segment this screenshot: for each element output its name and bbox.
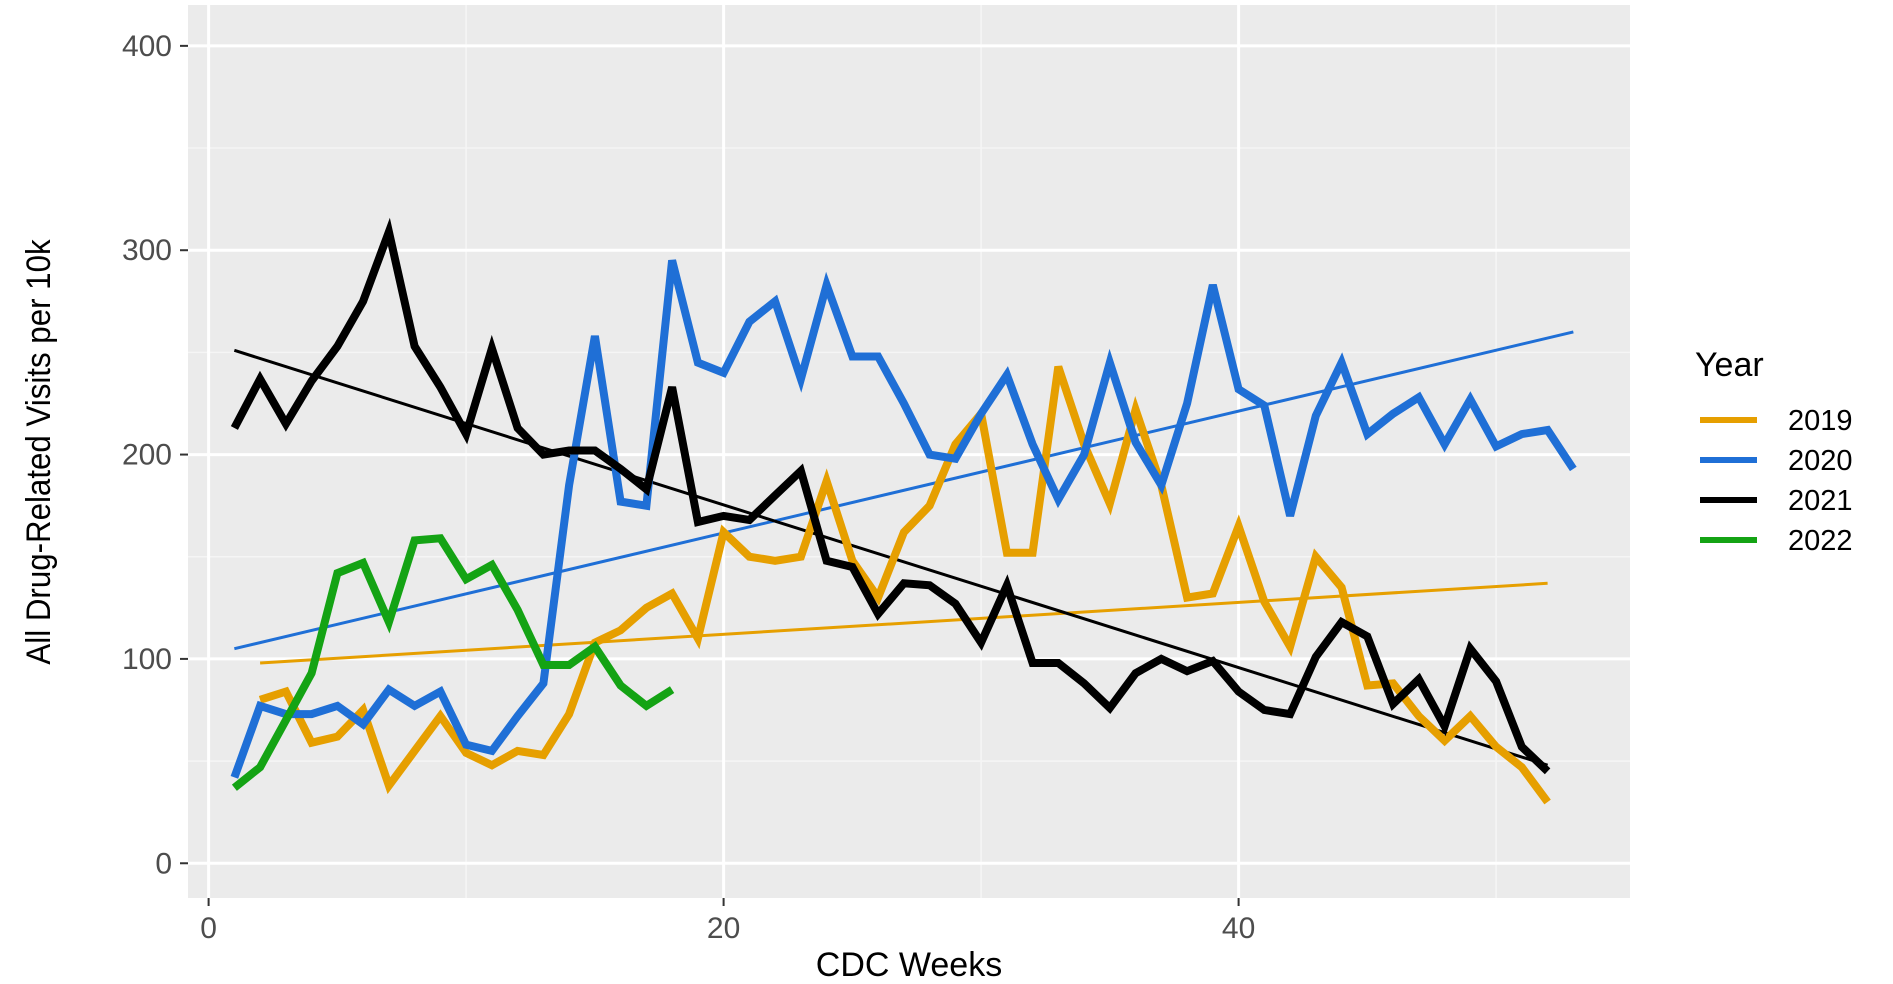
legend-label-2020: 2020	[1788, 445, 1853, 477]
x-tick-label: 40	[1222, 912, 1255, 945]
axes: 0 100 200 300 400 0 20 40	[122, 30, 1255, 945]
plot-panel	[188, 5, 1630, 898]
series-line-2020	[230, 259, 1577, 779]
y-tick-label: 400	[122, 30, 172, 63]
y-axis-title: All Drug-Related Visits per 10k	[19, 239, 58, 665]
y-tick-label: 200	[122, 439, 172, 472]
legend-label-2019: 2019	[1788, 405, 1853, 437]
legend-label-2021: 2021	[1788, 485, 1853, 517]
x-axis-title: CDC Weeks	[816, 946, 1002, 984]
legend: Year 2019 2020 2021 2022	[1695, 346, 1853, 557]
y-tick-label: 0	[155, 847, 172, 880]
series-lines	[230, 217, 1577, 805]
trend-line-2019	[260, 581, 1548, 665]
y-tick-label: 100	[122, 643, 172, 676]
series-line-2021	[230, 217, 1551, 775]
y-tick-label: 300	[122, 234, 172, 267]
grid-major	[188, 5, 1630, 898]
series-line-2019	[258, 365, 1551, 805]
legend-label-2022: 2022	[1788, 525, 1853, 557]
x-tick-label: 20	[707, 912, 740, 945]
legend-title: Year	[1695, 346, 1764, 384]
series-line-2022	[231, 534, 675, 791]
x-tick-label: 0	[200, 912, 217, 945]
